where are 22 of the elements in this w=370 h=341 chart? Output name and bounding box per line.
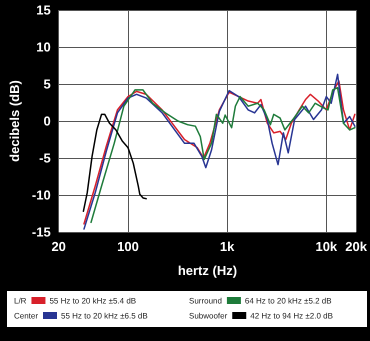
y-axis-title: decibels (dB) — [7, 80, 22, 162]
x-tick-label: 20k — [345, 239, 368, 254]
x-axis-title: hertz (Hz) — [178, 263, 238, 278]
text: 64 Hz to 20 kHz ±5.2 dB — [244, 296, 332, 306]
text: 42 Hz to 94 Hz ±2.0 dB — [250, 312, 333, 320]
legend-label: Subwoofer — [189, 312, 228, 320]
legend-label: L/R — [14, 296, 27, 306]
legend-label: Center — [14, 312, 38, 320]
y-tick-label: -5 — [39, 150, 51, 166]
x-tick-label: 1k — [220, 239, 236, 254]
y-tick-label: 0 — [43, 114, 51, 128]
y-tick-label: 10 — [36, 40, 51, 54]
text: 55 Hz to 20 kHz ±6.5 dB — [61, 312, 148, 320]
y-tick-label: -10 — [32, 188, 51, 202]
y-tick-label: -15 — [32, 224, 51, 240]
legend-label: Surround — [189, 296, 222, 306]
x-tick-label: 10k — [315, 239, 338, 254]
y-tick-label: 15 — [36, 2, 51, 18]
y-tick-label: 5 — [43, 76, 51, 92]
text: 55 Hz to 20 kHz ±5.4 dB — [49, 296, 136, 306]
x-tick-label: 20 — [51, 239, 66, 254]
x-tick-label: 100 — [117, 239, 139, 254]
